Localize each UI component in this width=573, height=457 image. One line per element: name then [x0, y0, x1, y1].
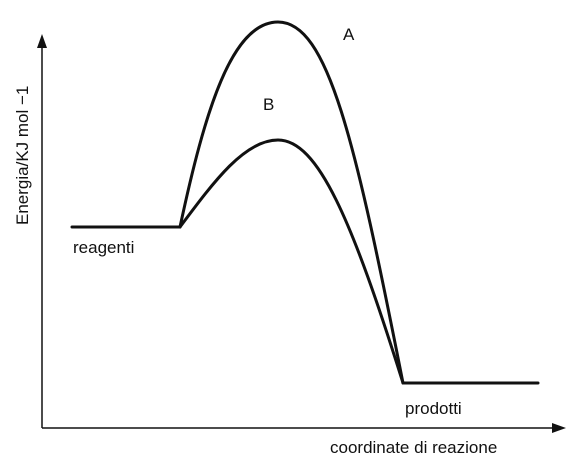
x-axis-arrow: [552, 423, 566, 433]
curve-b-label: B: [263, 95, 274, 114]
reactants-label: reagenti: [73, 238, 134, 257]
y-axis-arrow: [37, 34, 47, 48]
curve-a: [178, 20, 405, 385]
y-axis-label: Energia/KJ mol −1: [13, 86, 32, 225]
curve-a-label: A: [343, 25, 355, 44]
products-label: prodotti: [405, 399, 462, 418]
x-axis-label: coordinate di reazione: [330, 438, 497, 457]
curve-b: [178, 138, 405, 385]
